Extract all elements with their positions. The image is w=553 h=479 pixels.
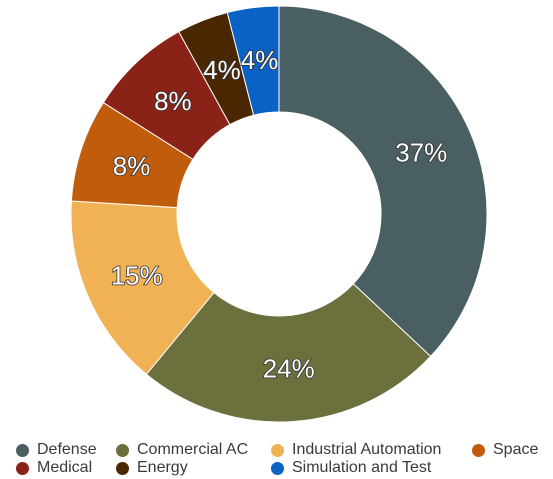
legend-label: Energy [137,459,188,476]
legend-swatch-icon [271,443,284,457]
slice-label-simulation-and-test: 4% [241,45,279,75]
slice-simulation-and-test [226,5,280,116]
slice-industrial-automation [70,200,215,375]
legend-label: Commercial AC [137,441,249,458]
chart-slices [70,5,488,423]
slice-label-space: 8% [113,151,151,181]
slice-label-commercial-ac: 24% [263,354,315,384]
legend-swatch-icon [116,461,129,475]
legend-label: Industrial Automation [292,441,442,458]
legend-item-medical[interactable]: Medical [16,458,92,478]
chart-legend: Defense Commercial AC Industrial Automatio… [0,436,553,478]
legend-swatch-icon [16,461,29,475]
slice-label-medical: 8% [154,86,192,116]
legend-label: Defense [37,441,97,458]
slice-defense [278,5,488,358]
legend-item-energy[interactable]: Energy [116,458,188,478]
legend-swatch-icon [16,443,29,457]
legend-item-defense[interactable]: Defense [16,440,97,460]
legend-item-commercial-ac[interactable]: Commercial AC [116,440,248,460]
legend-label: Medical [37,459,93,476]
chart-slice-labels: 37% 24% 15% 8% 8% 4% 4% [110,44,448,384]
slice-commercial-ac [145,283,432,423]
legend-swatch-icon [271,461,284,475]
legend-label: Space [493,441,539,458]
slice-label-energy: 4% [203,55,241,85]
slice-label-industrial-automation: 15% [111,261,163,291]
legend-item-space[interactable]: Space [472,440,538,460]
legend-item-simulation-and-test[interactable]: Simulation and Test [271,458,431,478]
doughnut-chart: 37% 24% 15% 8% 8% 4% 4% [70,5,488,423]
legend-label: Simulation and Test [292,459,432,476]
slice-label-defense: 37% [395,137,447,167]
legend-swatch-icon [472,443,485,457]
legend-item-industrial-automation[interactable]: Industrial Automation [271,440,441,460]
legend-swatch-icon [116,443,129,457]
